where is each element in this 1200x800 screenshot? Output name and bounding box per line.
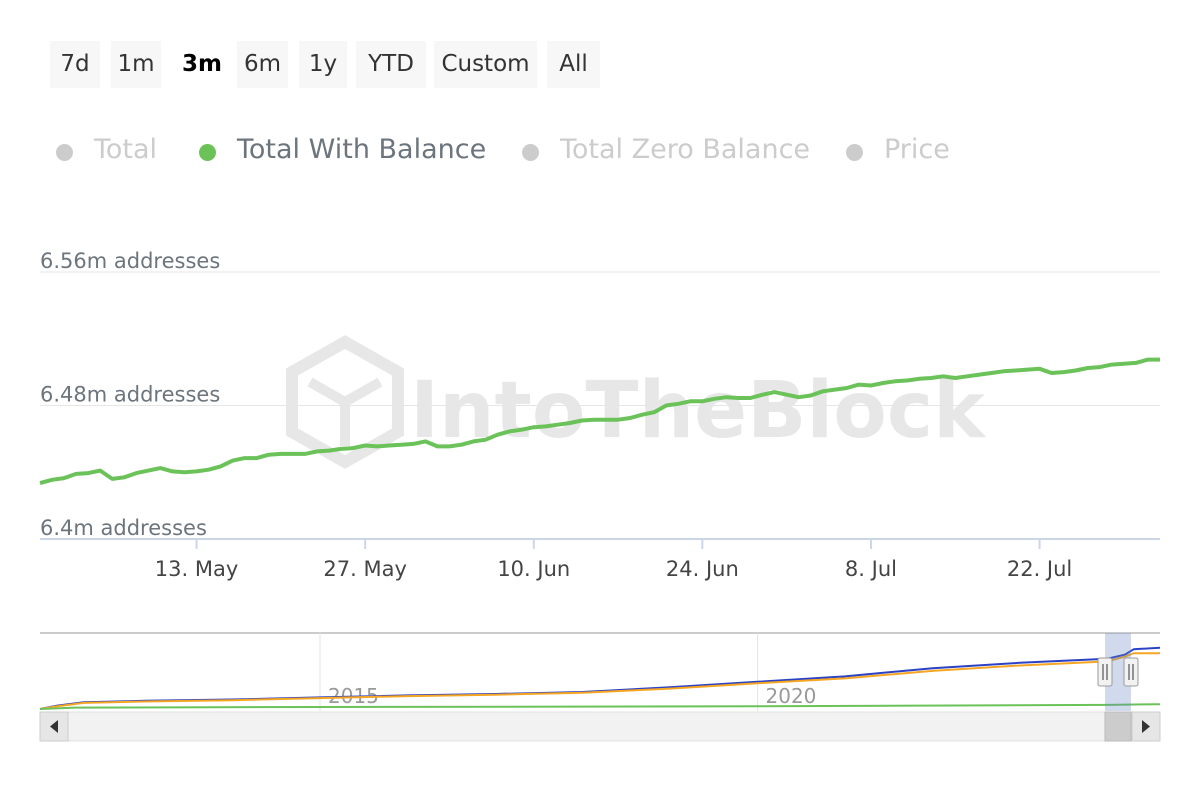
range-button-all[interactable]: All (547, 41, 600, 88)
x-tick-label: 27. May (323, 557, 407, 581)
x-tick-label: 10. Jun (497, 557, 570, 581)
legend-label: Price (884, 134, 950, 165)
range-button-3m[interactable]: 3m (172, 41, 232, 88)
x-tick-label: 22. Jul (1007, 557, 1072, 581)
range-button-7d[interactable]: 7d (50, 41, 100, 88)
arrow-left-icon (50, 720, 58, 733)
scrollbar-thumb[interactable] (1104, 711, 1132, 742)
legend-dot-icon (846, 144, 863, 161)
scroll-right-button[interactable] (1131, 711, 1161, 742)
navigator-handle-left[interactable] (1097, 657, 1113, 687)
arrow-right-icon (1142, 720, 1150, 733)
navigator-scrollbar[interactable] (39, 711, 1161, 742)
y-tick-label: 6.4m addresses (40, 516, 207, 540)
navigator-series-2 (39, 703, 1161, 710)
navigator-series-0 (39, 646, 1161, 710)
legend-dot-icon (522, 144, 539, 161)
navigator-tick-label: 2020 (766, 684, 817, 708)
legend-dot-icon (56, 144, 73, 161)
y-tick-label: 6.48m addresses (40, 383, 220, 407)
scroll-left-button[interactable] (39, 711, 69, 742)
navigator-series-1 (39, 652, 1160, 710)
legend: Total Total With Balance Total Zero Balanc… (0, 130, 1200, 170)
y-tick-label: 6.56m addresses (40, 249, 220, 273)
navigator-selected-window[interactable] (1105, 633, 1131, 711)
scrollbar-track[interactable] (39, 711, 1161, 742)
range-button-1y[interactable]: 1y (299, 41, 347, 88)
navigator-handle-right[interactable] (1123, 657, 1139, 687)
legend-dot-icon (199, 144, 216, 161)
x-tick-label: 8. Jul (845, 557, 897, 581)
watermark-logo-inner-icon (307, 377, 383, 446)
legend-label: Total With Balance (237, 134, 487, 165)
legend-label: Total Zero Balance (560, 134, 811, 165)
watermark-logo-icon (286, 335, 404, 469)
range-button-1m[interactable]: 1m (111, 41, 161, 88)
range-button-6m[interactable]: 6m (237, 41, 288, 88)
legend-label: Total (94, 134, 158, 165)
x-tick-label: 24. Jun (666, 557, 739, 581)
range-button-ytd[interactable]: YTD (356, 41, 426, 88)
navigator-tick-label: 2015 (328, 684, 379, 708)
series-line-total-with-balance[interactable] (39, 357, 1160, 486)
x-tick-label: 13. May (155, 557, 239, 581)
range-button-custom[interactable]: Custom (434, 41, 537, 88)
